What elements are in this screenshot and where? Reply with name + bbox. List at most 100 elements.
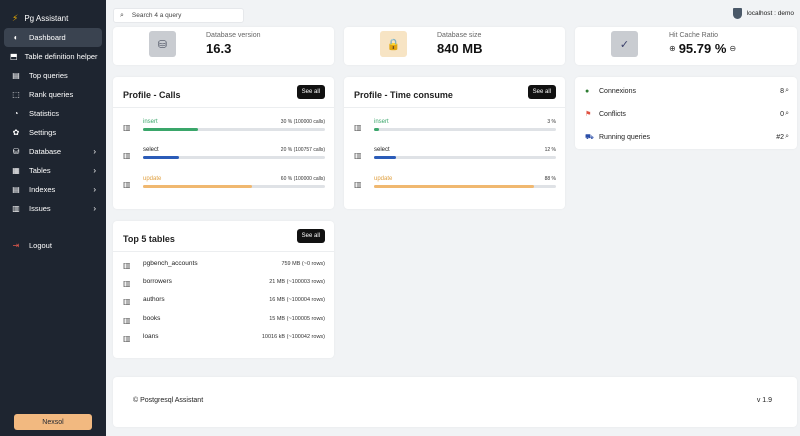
stat-card-hit-cache-ratio: ✓ Hit Cache Ratio ⊕ 95.79 % ⊖ bbox=[575, 27, 797, 65]
metric-name: Connexions bbox=[599, 87, 636, 95]
sidebar-item-settings[interactable]: ✿ Settings bbox=[4, 123, 102, 142]
query-stat: 60 % (100000 calls) bbox=[280, 176, 325, 182]
table-name: loans bbox=[143, 333, 159, 340]
see-all-button[interactable]: See all bbox=[296, 85, 325, 99]
divider bbox=[344, 107, 565, 108]
user-menu[interactable]: localhost : demo bbox=[732, 8, 794, 19]
stat-value: 16.3 bbox=[206, 41, 232, 56]
sidebar-item-dashboard[interactable]: ◐ Dashboard bbox=[4, 28, 102, 47]
search-icon[interactable]: ⌕ bbox=[785, 110, 789, 117]
divider bbox=[113, 251, 334, 252]
clipboard-icon: ▥ bbox=[354, 123, 362, 132]
clipboard-icon: ▥ bbox=[123, 297, 131, 306]
metric-name: Running queries bbox=[599, 133, 650, 141]
chevron-right-icon: › bbox=[93, 147, 96, 156]
table-name: pgbench_accounts bbox=[143, 260, 198, 267]
search-icon: ⌕ bbox=[120, 11, 124, 19]
sidebar-item-logout[interactable]: ⇥ Logout bbox=[4, 236, 102, 255]
table-row[interactable]: ▥ borrowers 21 MB (~100003 rows) bbox=[123, 276, 325, 290]
profile-time-card: Profile - Time consume See all ▥ insert … bbox=[344, 77, 565, 209]
clipboard-icon: ▥ bbox=[354, 180, 362, 189]
stat-card-database-size: 🔒 Database size 840 MB bbox=[344, 27, 565, 65]
nexsol-button[interactable]: Nexsol bbox=[14, 414, 92, 430]
query-type[interactable]: insert bbox=[374, 119, 389, 125]
copyright-text: © Postgresql Assistant bbox=[133, 397, 204, 404]
sidebar-item-database[interactable]: ⛁ Database › bbox=[4, 142, 102, 161]
sidebar-item-statistics[interactable]: ◔ Statistics bbox=[4, 104, 102, 123]
sidebar-item-indexes[interactable]: ▤ Indexes › bbox=[4, 180, 102, 199]
query-type[interactable]: update bbox=[374, 176, 393, 182]
query-type[interactable]: insert bbox=[143, 119, 158, 125]
connexions-row[interactable]: ● Connexions 8 ⌕ bbox=[585, 85, 789, 97]
progress-track bbox=[374, 185, 556, 188]
clipboard-icon: ▥ bbox=[123, 151, 131, 160]
clipboard-icon: ▥ bbox=[123, 180, 131, 189]
dashboard-icon: ◐ bbox=[13, 33, 19, 42]
table-row[interactable]: ▥ books 15 MB (~100005 rows) bbox=[123, 313, 325, 327]
progress-fill bbox=[143, 128, 198, 131]
sidebar-item-rank-queries[interactable]: ⬚ Rank queries bbox=[4, 85, 102, 104]
table-size: 759 MB (~0 rows) bbox=[281, 261, 325, 267]
query-type[interactable]: select bbox=[143, 147, 159, 153]
table-row[interactable]: ▥ loans 10016 kB (~100042 rows) bbox=[123, 331, 325, 345]
clipboard-icon: ▥ bbox=[354, 151, 362, 160]
query-stat: 88 % bbox=[544, 176, 556, 182]
clipboard-icon: ▥ bbox=[123, 334, 131, 343]
footer: © Postgresql Assistant v 1.9 bbox=[113, 377, 797, 427]
clipboard-icon: ▥ bbox=[123, 279, 131, 288]
running-queries-row[interactable]: ⛟ Running queries #2 ⌕ bbox=[585, 131, 789, 143]
sidebar-item-issues[interactable]: ▥ Issues › bbox=[4, 199, 102, 218]
conflicts-row[interactable]: ⚑ Conflicts 0 ⌕ bbox=[585, 108, 789, 120]
progress-track bbox=[374, 128, 556, 131]
query-type[interactable]: update bbox=[143, 176, 162, 182]
search-input[interactable] bbox=[131, 12, 232, 19]
list-icon: ▤ bbox=[12, 71, 20, 80]
stat-value: 840 MB bbox=[437, 41, 483, 56]
profile-calls-card: Profile - Calls See all ▥ insert 30 % (1… bbox=[113, 77, 334, 209]
table-name: books bbox=[143, 315, 161, 322]
sidebar: ⚡ Pg Assistant ◐ Dashboard ⬒ Table defin… bbox=[0, 0, 106, 436]
sidebar-item-tables[interactable]: ▦ Tables › bbox=[4, 161, 102, 180]
sidebar-item-top-queries[interactable]: ▤ Top queries bbox=[4, 66, 102, 85]
table-size: 16 MB (~100004 rows) bbox=[269, 297, 325, 303]
table-row[interactable]: ▥ authors 16 MB (~100004 rows) bbox=[123, 294, 325, 308]
search-icon[interactable]: ⌕ bbox=[785, 133, 789, 140]
table-row[interactable]: ▥ pgbench_accounts 759 MB (~0 rows) bbox=[123, 258, 325, 272]
see-all-button[interactable]: See all bbox=[527, 85, 556, 99]
search-box: ⌕ bbox=[113, 8, 244, 23]
table-helper-icon: ⬒ bbox=[10, 52, 18, 61]
table-name: authors bbox=[143, 296, 165, 303]
card-title: Profile - Time consume bbox=[354, 90, 453, 100]
query-stat: 12 % bbox=[544, 147, 556, 153]
stat-label: Database size bbox=[437, 32, 482, 39]
check-icon: ✓ bbox=[611, 31, 638, 57]
query-stat: 20 % (100757 calls) bbox=[280, 147, 325, 153]
user-label: localhost : demo bbox=[746, 10, 794, 17]
see-all-button[interactable]: See all bbox=[296, 229, 325, 243]
sidebar-item-label: Logout bbox=[29, 241, 52, 250]
table-icon: ▦ bbox=[12, 166, 20, 175]
query-stat: 3 % bbox=[547, 119, 556, 125]
search-icon[interactable]: ⌕ bbox=[785, 87, 789, 94]
sidebar-item-table-definition-helper[interactable]: ⬒ Table definition helper bbox=[4, 47, 102, 66]
shield-icon bbox=[732, 8, 742, 19]
rank-icon: ⬚ bbox=[12, 90, 20, 99]
table-size: 15 MB (~100005 rows) bbox=[269, 316, 325, 322]
version-text: v 1.9 bbox=[756, 397, 772, 404]
table-size: 10016 kB (~100042 rows) bbox=[261, 334, 325, 340]
sidebar-item-label: Settings bbox=[29, 128, 57, 137]
query-type[interactable]: select bbox=[374, 147, 390, 153]
profile-row: ▥ select 20 % (100757 calls) bbox=[123, 147, 325, 167]
truck-icon: ⛟ bbox=[585, 133, 594, 141]
profile-row: ▥ insert 30 % (100000 calls) bbox=[123, 119, 325, 139]
brand[interactable]: ⚡ Pg Assistant bbox=[0, 10, 106, 26]
metric-value: 8 bbox=[780, 87, 785, 95]
profile-row: ▥ update 88 % bbox=[354, 176, 556, 196]
divider bbox=[113, 107, 334, 108]
card-title: Profile - Calls bbox=[123, 90, 181, 100]
zoom-out-icon[interactable]: ⊖ bbox=[729, 44, 737, 53]
sidebar-item-label: Table definition helper bbox=[24, 52, 98, 61]
sidebar-item-label: Statistics bbox=[29, 109, 60, 118]
zoom-in-icon[interactable]: ⊕ bbox=[669, 44, 676, 53]
metric-value: 0 bbox=[780, 110, 785, 118]
